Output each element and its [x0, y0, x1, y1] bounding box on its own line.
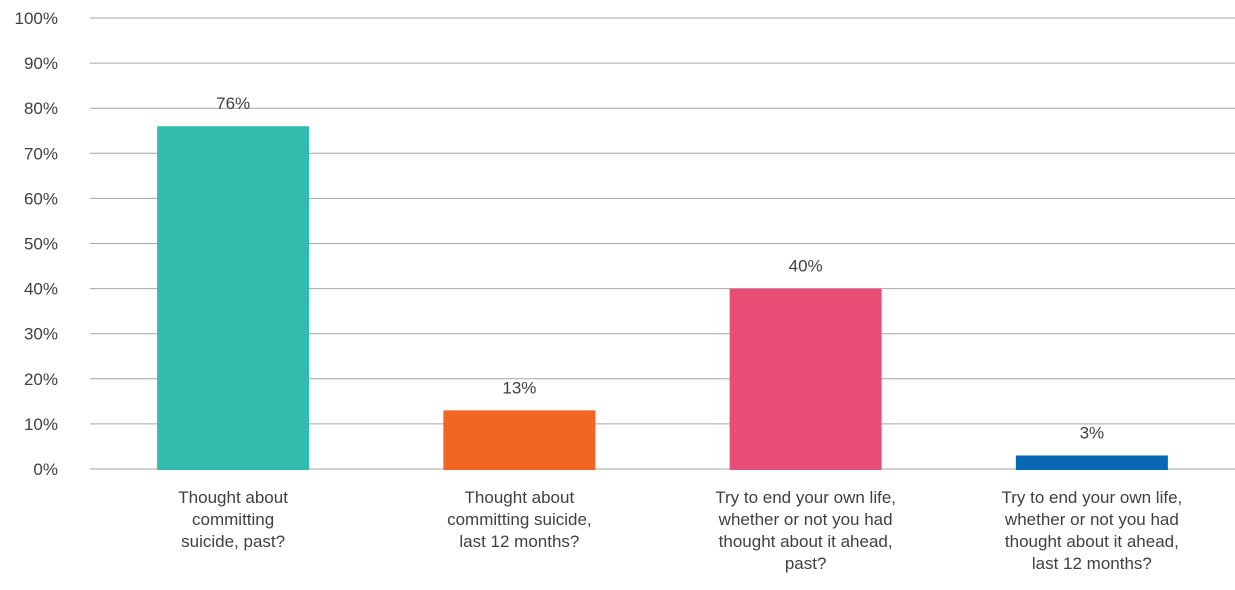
y-tick-label: 40% [24, 280, 58, 299]
bars [157, 126, 1168, 471]
x-axis-labels: Thought about committing suicide, past? Tho… [178, 488, 1182, 573]
x-tick-label: Thought about committing suicide, past? [178, 488, 288, 551]
y-tick-label: 20% [24, 370, 58, 389]
y-tick-label: 50% [24, 235, 58, 254]
y-tick-label: 30% [24, 325, 58, 344]
y-tick-label: 100% [15, 9, 58, 28]
bar [443, 410, 596, 470]
data-label: 3% [1080, 423, 1105, 442]
bar [157, 126, 310, 471]
y-tick-label: 90% [24, 54, 58, 73]
x-tick-label: Try to end your own life, whether or not … [715, 488, 896, 573]
bar [729, 288, 882, 470]
x-tick-label: Thought about committing suicide, last 12 … [447, 488, 592, 551]
x-tick-label: Try to end your own life, whether or not … [1001, 488, 1182, 573]
y-tick-label: 80% [24, 99, 58, 118]
bar [1015, 455, 1168, 470]
y-axis-ticks: 0% 10% 20% 30% 40% 50% 60% 70% 80% 90% 100% [15, 9, 58, 479]
y-tick-label: 0% [33, 460, 58, 479]
y-tick-label: 60% [24, 189, 58, 208]
data-label: 40% [789, 257, 823, 276]
y-tick-label: 10% [24, 415, 58, 434]
data-label: 76% [216, 94, 250, 113]
y-tick-label: 70% [24, 144, 58, 163]
data-labels: 76% 13% 40% 3% [216, 94, 1104, 442]
data-label: 13% [502, 378, 536, 397]
